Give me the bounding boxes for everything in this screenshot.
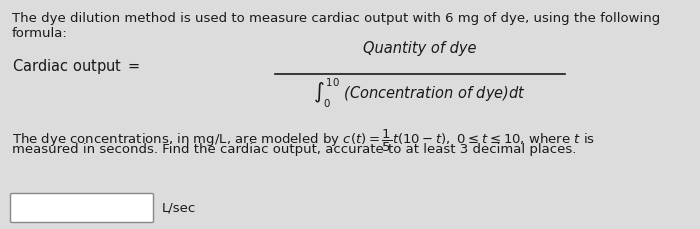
Text: measured in seconds. Find the cardiac output, accurate to at least 3 decimal pla: measured in seconds. Find the cardiac ou…: [12, 143, 576, 156]
Text: The dye dilution method is used to measure cardiac output with 6 mg of dye, usin: The dye dilution method is used to measu…: [12, 12, 660, 25]
Text: $\int_0^{10}$ (Concentration of dye)$dt$: $\int_0^{10}$ (Concentration of dye)$dt$: [314, 77, 526, 110]
FancyBboxPatch shape: [10, 194, 153, 223]
Text: The dye concentrations, in mg/L, are modeled by $c(t) = \dfrac{1}{5}t(10 - t),\ : The dye concentrations, in mg/L, are mod…: [12, 128, 595, 154]
Text: Quantity of dye: Quantity of dye: [363, 41, 477, 56]
Text: L/sec: L/sec: [162, 202, 196, 215]
Text: Cardiac output $=$: Cardiac output $=$: [12, 57, 141, 76]
Text: formula:: formula:: [12, 27, 68, 40]
